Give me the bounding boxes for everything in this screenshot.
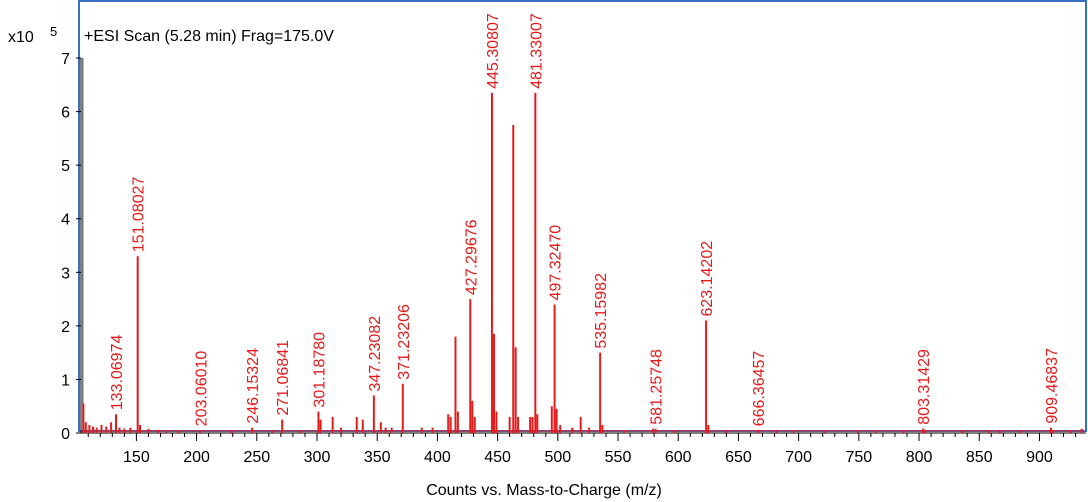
x-tick-label: 500 — [544, 449, 571, 466]
y-tick-label: 1 — [61, 372, 70, 389]
peak-label: 445.30807 — [485, 13, 502, 89]
peak-label: 301.18780 — [311, 332, 328, 408]
y-tick-label: 6 — [61, 105, 70, 122]
x-tick-label: 350 — [364, 449, 391, 466]
peak-label: 427.29676 — [463, 219, 480, 295]
y-tick-label: 5 — [61, 158, 70, 175]
x-tick-label: 300 — [304, 449, 331, 466]
x-tick-label: 850 — [966, 449, 993, 466]
peak-label: 347.23082 — [367, 316, 384, 392]
x-tick-label: 250 — [243, 449, 270, 466]
y-tick-label: 3 — [61, 265, 70, 282]
peak-label: 909.46837 — [1044, 348, 1061, 424]
peak-label: 497.32470 — [548, 225, 565, 301]
y-axis-ticks: 0 1 2 3 4 5 6 7 — [61, 51, 81, 443]
peak-labels: 133.06974 151.08027 203.06010 246.15324 271.… — [109, 13, 1061, 426]
peak-label: 246.15324 — [245, 348, 262, 424]
y-tick-label: 4 — [61, 212, 70, 229]
x-tick-label: 550 — [605, 449, 632, 466]
y-tick-label: 2 — [61, 319, 70, 336]
y-tick-label: 7 — [61, 51, 70, 68]
peak-label: 481.33007 — [528, 13, 545, 89]
y-tick-label: 0 — [61, 426, 70, 443]
peak-label: 371.23206 — [396, 304, 413, 380]
peak-label: 581.25748 — [649, 349, 666, 425]
peak-label: 133.06974 — [109, 335, 126, 411]
chart-title: +ESI Scan (5.28 min) Frag=175.0V — [84, 28, 334, 45]
plot-frame[interactable] — [78, 0, 1087, 432]
x-tick-label: 400 — [424, 449, 451, 466]
peak-label: 803.31429 — [916, 349, 933, 425]
x-tick-label: 650 — [725, 449, 752, 466]
x-axis-title: Counts vs. Mass-to-Charge (m/z) — [426, 482, 662, 499]
x-tick-label: 750 — [845, 449, 872, 466]
y-multiplier-label: x10 — [8, 29, 34, 46]
peak-label: 203.06010 — [193, 351, 210, 427]
x-tick-label: 800 — [906, 449, 933, 466]
x-tick-label: 900 — [1026, 449, 1053, 466]
x-axis-ticks: 150 200 250 300 350 400 450 500 550 600 650 700 750 8… — [87, 433, 1077, 466]
peak-label: 535.15982 — [593, 273, 610, 349]
x-tick-label: 150 — [123, 449, 150, 466]
y-multiplier-exponent: 5 — [50, 24, 57, 39]
peak-label: 623.14202 — [699, 241, 716, 317]
x-tick-label: 200 — [183, 449, 210, 466]
peak-label: 151.08027 — [131, 176, 148, 252]
spectrum-peaks — [81, 58, 1084, 433]
x-tick-label: 600 — [665, 449, 692, 466]
peak-label: 666.36457 — [751, 351, 768, 427]
peak-label: 271.06841 — [275, 340, 292, 416]
x-tick-label: 450 — [484, 449, 511, 466]
x-tick-label: 700 — [785, 449, 812, 466]
